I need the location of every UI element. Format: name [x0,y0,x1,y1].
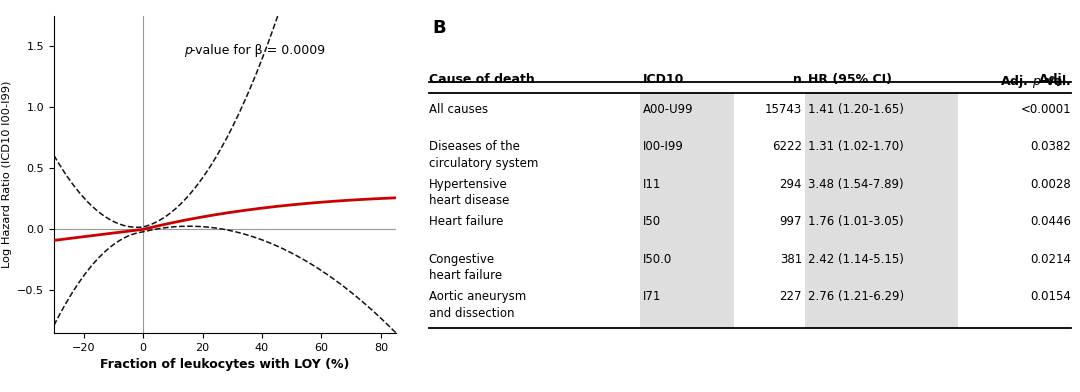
Text: 3.48 (1.54-7.89): 3.48 (1.54-7.89) [809,178,904,191]
Text: 227: 227 [780,290,802,303]
Text: 0.0214: 0.0214 [1030,253,1071,266]
Text: 381: 381 [780,253,802,266]
Text: I00-I99: I00-I99 [643,140,684,153]
Text: HR (95% CI): HR (95% CI) [809,73,892,86]
Text: Hypertensive
heart disease: Hypertensive heart disease [429,178,509,207]
Text: <0.0001: <0.0001 [1021,103,1071,116]
Text: All causes: All causes [429,103,488,116]
Text: 1.76 (1.01-3.05): 1.76 (1.01-3.05) [809,215,904,229]
Text: B: B [432,19,446,37]
Text: Adj.: Adj. [1039,73,1070,86]
Text: I71: I71 [643,290,661,303]
Text: Heart failure: Heart failure [429,215,503,229]
Text: 2.42 (1.14-5.15): 2.42 (1.14-5.15) [809,253,904,266]
Text: ICD10: ICD10 [643,73,685,86]
Text: 0.0028: 0.0028 [1030,178,1071,191]
Text: I11: I11 [643,178,661,191]
Text: I50: I50 [643,215,661,229]
Text: 0.0382: 0.0382 [1030,140,1071,153]
Text: 2.76 (1.21-6.29): 2.76 (1.21-6.29) [809,290,905,303]
Text: Cause of death: Cause of death [429,73,535,86]
X-axis label: Fraction of leukocytes with LOY (%): Fraction of leukocytes with LOY (%) [100,358,350,372]
Text: p: p [184,44,192,57]
Text: A00-U99: A00-U99 [643,103,693,116]
Text: 1.31 (1.02-1.70): 1.31 (1.02-1.70) [809,140,904,153]
Text: -value for β = 0.0009: -value for β = 0.0009 [191,44,325,57]
Text: 294: 294 [780,178,802,191]
Text: Diseases of the
circulatory system: Diseases of the circulatory system [429,140,538,170]
Text: 15743: 15743 [765,103,802,116]
Bar [639,93,733,328]
Text: 6222: 6222 [772,140,802,153]
Text: 1.41 (1.20-1.65): 1.41 (1.20-1.65) [809,103,904,116]
Bar [806,93,958,328]
Text: n: n [793,73,802,86]
Text: Adj. $p$-val.: Adj. $p$-val. [1000,73,1071,90]
Y-axis label: Log Hazard Ratio (ICD10 I00-I99): Log Hazard Ratio (ICD10 I00-I99) [2,81,12,268]
Text: 0.0154: 0.0154 [1030,290,1071,303]
Text: Aortic aneurysm
and dissection: Aortic aneurysm and dissection [429,290,526,320]
Text: Congestive
heart failure: Congestive heart failure [429,253,502,282]
Text: I50.0: I50.0 [643,253,672,266]
Text: 997: 997 [780,215,802,229]
Text: 0.0446: 0.0446 [1030,215,1071,229]
